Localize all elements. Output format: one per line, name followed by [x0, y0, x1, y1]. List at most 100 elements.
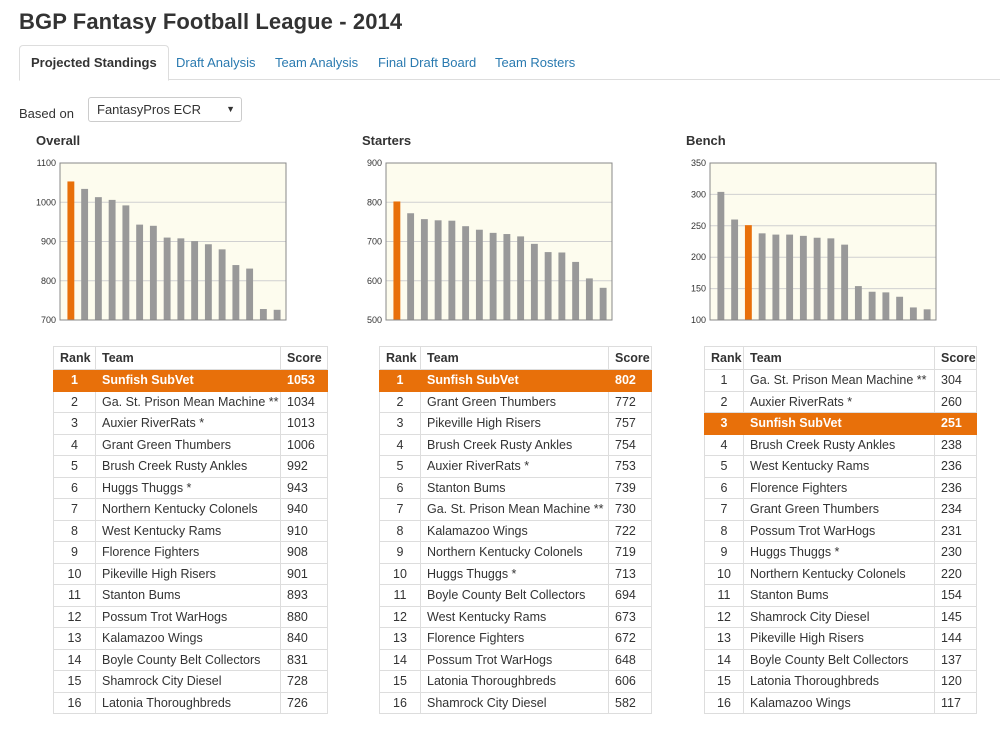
rank-cell: 7 [379, 498, 421, 521]
team-cell: Shamrock City Diesel [743, 605, 935, 628]
team-cell: Sunfish SubVet [420, 369, 609, 392]
rank-cell: 12 [379, 605, 421, 628]
team-cell: West Kentucky Rams [743, 455, 935, 478]
rank-cell: 6 [53, 476, 96, 499]
bar [163, 237, 171, 320]
table-row: 15 Shamrock City Diesel 728 [53, 670, 328, 693]
table-row: 1 Sunfish SubVet 1053 [53, 369, 328, 392]
team-cell: Brush Creek Rusty Ankles [743, 433, 935, 456]
team-cell: Stanton Bums [95, 584, 281, 607]
score-cell: 672 [608, 627, 652, 650]
score-header: Score [280, 346, 328, 370]
bar [503, 234, 511, 320]
bar [420, 219, 428, 320]
score-cell: 992 [280, 455, 328, 478]
tab-draft-analysis[interactable]: Draft Analysis [176, 55, 256, 70]
starters-chart-title: Starters [362, 133, 412, 148]
bench-bar-chart: 100 150 200 250 300 350 [691, 158, 937, 325]
bar [434, 220, 442, 320]
table-row: 11 Stanton Bums 154 [704, 584, 977, 607]
score-cell: 831 [280, 648, 328, 671]
team-cell: Huggs Thuggs * [95, 476, 281, 499]
table-row: 9 Northern Kentucky Colonels 719 [379, 541, 652, 564]
tab-team-rosters[interactable]: Team Rosters [495, 55, 576, 70]
table-row: 1 Ga. St. Prison Mean Machine ** 304 [704, 369, 977, 392]
y-tick-label: 700 [41, 315, 56, 325]
bar [204, 244, 212, 320]
score-cell: 694 [608, 584, 652, 607]
team-cell: Pikeville High Risers [420, 412, 609, 435]
rank-cell: 4 [53, 433, 96, 456]
table-row: 3 Auxier RiverRats * 1013 [53, 412, 328, 435]
y-tick-label: 200 [691, 252, 706, 262]
bar [273, 309, 281, 320]
rank-cell: 2 [53, 390, 96, 413]
rank-cell: 1 [53, 369, 96, 392]
table-row: 8 Kalamazoo Wings 722 [379, 519, 652, 542]
bar [909, 307, 917, 320]
table-row: 12 Shamrock City Diesel 145 [704, 605, 977, 628]
score-cell: 940 [280, 498, 328, 521]
table-row: 10 Huggs Thuggs * 713 [379, 562, 652, 585]
team-cell: Northern Kentucky Colonels [420, 541, 609, 564]
table-row: 15 Latonia Thoroughbreds 606 [379, 670, 652, 693]
starters-bar-chart: 500 600 700 800 900 [367, 158, 613, 325]
table-row: 9 Huggs Thuggs * 230 [704, 541, 977, 564]
bar [177, 238, 185, 320]
score-cell: 154 [934, 584, 977, 607]
score-cell: 606 [608, 670, 652, 693]
bar [67, 181, 75, 320]
team-cell: Pikeville High Risers [95, 562, 281, 585]
y-tick-label: 800 [41, 276, 56, 286]
rank-cell: 14 [53, 648, 96, 671]
table-row: 3 Pikeville High Risers 757 [379, 412, 652, 435]
team-cell: Huggs Thuggs * [420, 562, 609, 585]
score-cell: 880 [280, 605, 328, 628]
score-cell: 234 [934, 498, 977, 521]
tab-bar: Projected Standings Draft Analysis Team … [19, 45, 1000, 81]
score-cell: 230 [934, 541, 977, 564]
bar [717, 191, 725, 320]
rank-cell: 9 [379, 541, 421, 564]
table-row: 5 Brush Creek Rusty Ankles 992 [53, 455, 328, 478]
table-row: 13 Florence Fighters 672 [379, 627, 652, 650]
tab-final-draft-board[interactable]: Final Draft Board [378, 55, 477, 70]
y-tick-label: 300 [691, 189, 706, 199]
table-row: 7 Ga. St. Prison Mean Machine ** 730 [379, 498, 652, 521]
tab-projected-standings[interactable]: Projected Standings [19, 45, 169, 81]
score-cell: 901 [280, 562, 328, 585]
bar [530, 243, 538, 320]
team-cell: Kalamazoo Wings [420, 519, 609, 542]
table-row: 2 Auxier RiverRats * 260 [704, 390, 977, 413]
team-cell: Shamrock City Diesel [95, 670, 281, 693]
team-cell: Brush Creek Rusty Ankles [95, 455, 281, 478]
table-row: 14 Boyle County Belt Collectors 137 [704, 648, 977, 671]
table-row: 2 Grant Green Thumbers 772 [379, 390, 652, 413]
bar [585, 278, 593, 320]
team-cell: Sunfish SubVet [95, 369, 281, 392]
table-row: 2 Ga. St. Prison Mean Machine ** 1034 [53, 390, 328, 413]
based-on-select[interactable]: FantasyPros ECR ▼ [88, 97, 242, 122]
team-cell: Stanton Bums [420, 476, 609, 499]
rank-cell: 9 [53, 541, 96, 564]
y-tick-label: 1100 [37, 158, 56, 168]
y-tick-label: 1000 [36, 197, 56, 207]
table-row: 15 Latonia Thoroughbreds 120 [704, 670, 977, 693]
score-cell: 730 [608, 498, 652, 521]
bar [744, 225, 752, 320]
score-cell: 1013 [280, 412, 328, 435]
rank-cell: 11 [53, 584, 96, 607]
score-cell: 722 [608, 519, 652, 542]
page-title: BGP Fantasy Football League - 2014 [19, 9, 403, 34]
tab-team-analysis[interactable]: Team Analysis [275, 55, 359, 70]
based-on-label: Based on [19, 106, 74, 121]
table-row: 6 Florence Fighters 236 [704, 476, 977, 499]
table-row: 13 Kalamazoo Wings 840 [53, 627, 328, 650]
plot-area [710, 163, 936, 320]
bar [259, 309, 267, 320]
bar [108, 199, 116, 320]
team-cell: Grant Green Thumbers [743, 498, 935, 521]
rank-cell: 16 [379, 691, 421, 714]
rank-cell: 13 [379, 627, 421, 650]
score-header: Score [608, 346, 652, 370]
